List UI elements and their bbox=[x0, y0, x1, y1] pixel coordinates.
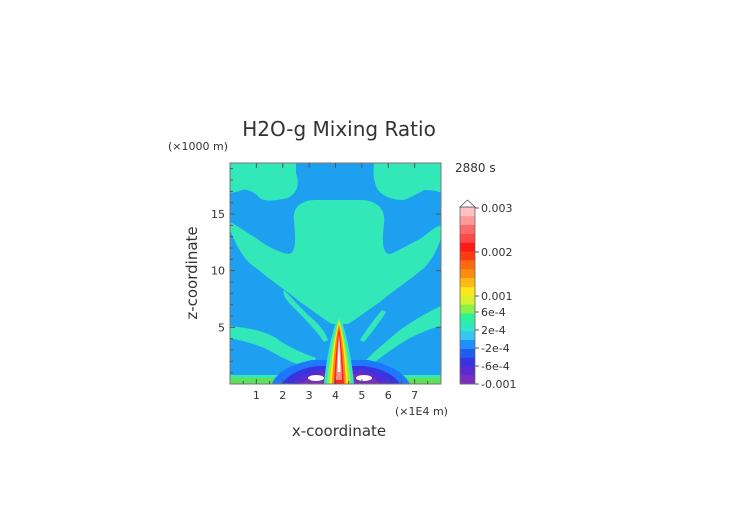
colorbar-swatch bbox=[460, 357, 475, 367]
colorbar-label: -6e-4 bbox=[481, 360, 510, 373]
x-tick-label: 6 bbox=[385, 389, 392, 402]
colorbar-label: -2e-4 bbox=[481, 342, 510, 355]
colorbar-swatch bbox=[460, 233, 475, 243]
x-axis-label: x-coordinate bbox=[292, 422, 386, 440]
colorbar: 0.003 0.002 0.001 6e-4 2e-4 -2e-4 -6e-4 -0.001 bbox=[458, 199, 516, 391]
y-tick-label: 10 bbox=[211, 265, 225, 278]
colorbar-swatch bbox=[460, 313, 475, 323]
colorbar-swatch bbox=[460, 348, 475, 358]
contour-central-region bbox=[230, 200, 441, 324]
contour-low-right-white bbox=[356, 375, 372, 381]
chart-title: H2O-g Mixing Ratio bbox=[242, 117, 436, 141]
colorbar-label: 0.001 bbox=[481, 290, 513, 303]
column-core-white bbox=[337, 338, 341, 372]
y-tick-label: 5 bbox=[218, 321, 225, 334]
colorbar-swatch bbox=[460, 304, 475, 314]
contour-right-plume bbox=[366, 306, 441, 366]
colorbar-label: 0.003 bbox=[481, 202, 513, 215]
colorbar-swatch bbox=[460, 224, 475, 234]
colorbar-swatch bbox=[460, 295, 475, 305]
contour-upper-right bbox=[373, 163, 441, 200]
colorbar-extend-triangle bbox=[458, 199, 477, 208]
contour-low-left-white bbox=[308, 375, 324, 381]
contour-right-finger bbox=[360, 310, 386, 342]
x-tick-label: 3 bbox=[306, 389, 313, 402]
colorbar-label: 2e-4 bbox=[481, 324, 506, 337]
x-tick-label: 1 bbox=[253, 389, 260, 402]
time-label: 2880 s bbox=[455, 161, 496, 175]
colorbar-swatch bbox=[460, 339, 475, 349]
contour-upper-left bbox=[230, 163, 298, 201]
x-tick-label: 7 bbox=[411, 389, 418, 402]
contour-left-plume bbox=[230, 326, 316, 368]
colorbar-swatch bbox=[460, 322, 475, 332]
colorbar-swatch bbox=[460, 207, 475, 217]
y-axis-ticks: 5 10 15 bbox=[211, 168, 441, 374]
contour-left-finger bbox=[283, 290, 328, 342]
colorbar-swatch bbox=[460, 366, 475, 376]
y-axis-unit: (×1000 m) bbox=[168, 140, 228, 153]
colorbar-swatch bbox=[460, 242, 475, 252]
colorbar-swatch bbox=[460, 215, 475, 225]
colorbar-label: 0.002 bbox=[481, 246, 513, 259]
colorbar-swatch bbox=[460, 286, 475, 296]
colorbar-swatch bbox=[460, 251, 475, 261]
y-tick-label: 15 bbox=[211, 208, 225, 221]
x-tick-label: 2 bbox=[279, 389, 286, 402]
colorbar-label: 6e-4 bbox=[481, 306, 506, 319]
x-axis-ticks: 1 2 3 4 5 6 7 bbox=[242, 163, 429, 402]
field-plot-area bbox=[230, 163, 441, 384]
x-tick-label: 4 bbox=[332, 389, 339, 402]
colorbar-swatch bbox=[460, 330, 475, 341]
y-axis-label: z-coordinate bbox=[183, 226, 201, 319]
x-tick-label: 5 bbox=[358, 389, 365, 402]
x-axis-unit: (×1E4 m) bbox=[395, 405, 448, 418]
colorbar-swatch bbox=[460, 375, 475, 385]
colorbar-swatch bbox=[460, 260, 475, 270]
colorbar-label: -0.001 bbox=[481, 378, 516, 391]
colorbar-swatch bbox=[460, 277, 475, 287]
colorbar-swatch bbox=[460, 268, 475, 279]
